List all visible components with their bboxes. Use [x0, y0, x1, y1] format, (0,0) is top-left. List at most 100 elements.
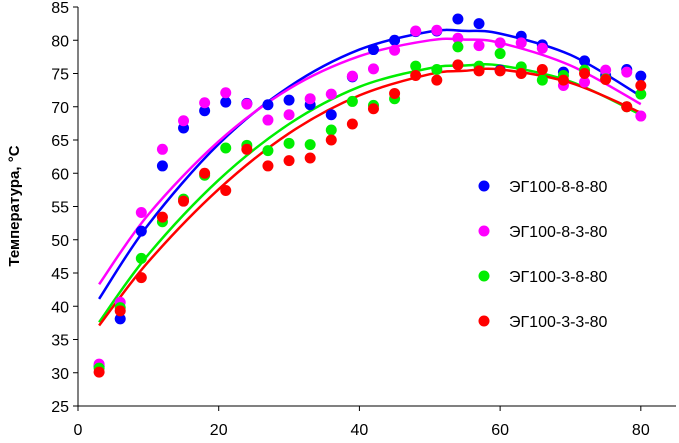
data-point — [579, 68, 591, 79]
data-point — [199, 97, 211, 109]
data-point — [515, 68, 527, 79]
plot-area: 25 30 35 40 45 50 55 60 65 70 75 80 85 0 20 40 60 80 — [51, 0, 676, 439]
y-tick-label: 35 — [51, 333, 69, 350]
x-tick-label: 80 — [632, 422, 650, 439]
data-point — [220, 87, 232, 99]
data-point — [304, 139, 316, 151]
y-tick-label: 85 — [51, 0, 69, 17]
legend-marker — [478, 315, 490, 327]
data-points — [93, 13, 647, 378]
data-point — [114, 313, 126, 325]
data-point — [536, 42, 548, 54]
data-point — [262, 160, 274, 172]
data-point — [325, 109, 337, 121]
data-point — [262, 145, 274, 157]
legend-label: ЭГ100-8-8-80 — [509, 179, 608, 196]
legend-marker — [478, 225, 490, 237]
data-point — [199, 167, 211, 179]
data-point — [579, 55, 591, 67]
trendline — [98, 63, 642, 323]
data-point — [367, 63, 379, 75]
data-point — [452, 41, 464, 53]
data-point — [579, 76, 591, 88]
data-point — [431, 24, 443, 36]
y-axis-label: Температура, °С — [6, 145, 23, 266]
data-point — [283, 94, 295, 106]
data-point — [452, 13, 464, 25]
data-point — [220, 142, 232, 154]
y-ticks: 25 30 35 40 45 50 55 60 65 70 75 80 85 — [51, 0, 78, 416]
data-point — [452, 32, 464, 44]
y-tick-label: 70 — [51, 100, 69, 117]
y-tick-label: 55 — [51, 200, 69, 217]
x-tick-label: 60 — [491, 422, 509, 439]
data-point — [473, 18, 485, 30]
data-point — [635, 88, 647, 100]
data-point — [600, 64, 612, 76]
y-tick-label: 50 — [51, 233, 69, 250]
data-point — [262, 114, 274, 126]
data-point — [283, 137, 295, 149]
data-point — [494, 65, 506, 77]
data-point — [241, 143, 253, 155]
legend-marker — [478, 270, 490, 282]
data-point — [325, 88, 337, 100]
data-point — [325, 124, 337, 136]
data-point — [494, 37, 506, 49]
data-point — [431, 64, 443, 76]
data-point — [473, 40, 485, 52]
data-point — [220, 185, 232, 197]
data-point — [621, 66, 633, 78]
data-point — [135, 252, 147, 264]
data-point — [473, 65, 485, 77]
data-point — [557, 74, 569, 86]
y-tick-label: 75 — [51, 67, 69, 84]
trendline — [98, 67, 642, 327]
data-point — [156, 160, 168, 172]
data-point — [135, 225, 147, 237]
data-point — [536, 64, 548, 76]
y-tick-label: 60 — [51, 166, 69, 183]
data-point — [135, 206, 147, 218]
data-point — [389, 87, 401, 99]
data-point — [389, 44, 401, 56]
data-point — [220, 96, 232, 108]
x-ticks: 0 20 40 60 80 — [74, 406, 650, 439]
data-point — [410, 69, 422, 81]
legend: ЭГ100-8-8-80 ЭГ100-8-3-80 ЭГ100-3-8-80 ЭГ10… — [478, 179, 608, 331]
data-point — [452, 59, 464, 71]
legend-marker — [478, 180, 490, 192]
y-tick-label: 80 — [51, 33, 69, 50]
x-tick-label: 40 — [351, 422, 369, 439]
data-point — [494, 48, 506, 60]
data-point — [635, 70, 647, 82]
data-point — [178, 115, 190, 127]
data-point — [346, 95, 358, 107]
y-tick-label: 25 — [51, 399, 69, 416]
data-point — [178, 195, 190, 207]
data-point — [600, 73, 612, 85]
x-tick-label: 0 — [74, 422, 83, 439]
data-point — [635, 79, 647, 91]
data-point — [199, 105, 211, 117]
data-point — [410, 25, 422, 37]
data-point — [635, 110, 647, 122]
y-tick-label: 30 — [51, 366, 69, 383]
legend-label: ЭГ100-3-8-80 — [509, 269, 608, 286]
data-point — [156, 143, 168, 155]
data-point — [515, 37, 527, 49]
data-point — [283, 109, 295, 121]
data-point — [367, 44, 379, 56]
data-point — [262, 99, 274, 111]
x-tick-label: 20 — [210, 422, 228, 439]
data-point — [431, 74, 443, 86]
y-tick-label: 40 — [51, 299, 69, 316]
data-point — [325, 134, 337, 146]
y-tick-label: 45 — [51, 266, 69, 283]
data-point — [536, 74, 548, 86]
data-point — [621, 101, 633, 113]
data-point — [114, 305, 126, 317]
data-point — [304, 93, 316, 105]
data-point — [304, 152, 316, 164]
